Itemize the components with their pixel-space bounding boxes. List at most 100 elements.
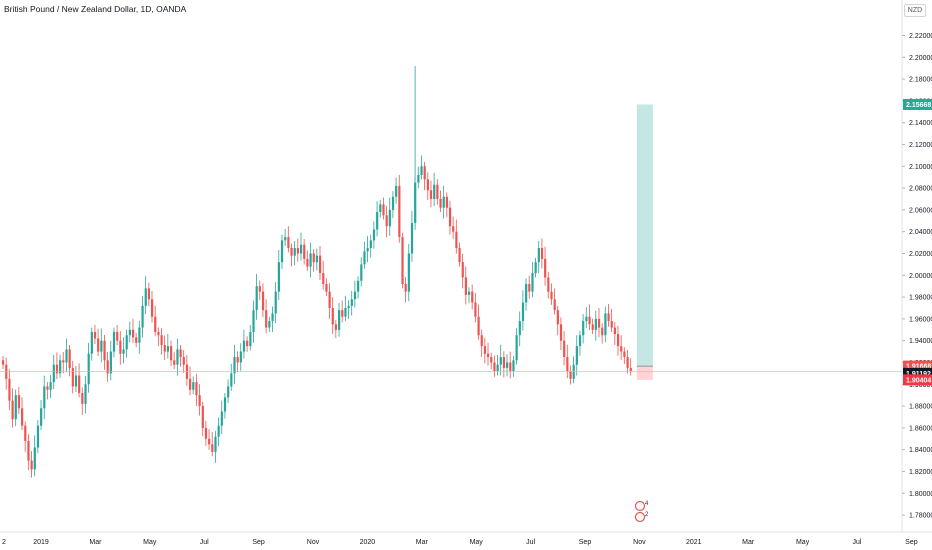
candle-body	[163, 345, 166, 352]
candle-body	[49, 382, 52, 390]
candle-body	[344, 307, 347, 317]
price-tick-label: 2.02000	[909, 251, 932, 258]
candle-body	[236, 357, 239, 363]
price-label-badge	[903, 374, 932, 386]
candle-body	[338, 310, 341, 330]
candle-body	[97, 338, 100, 352]
candle-body	[166, 346, 170, 352]
candle-body	[442, 196, 445, 208]
time-tick-label: May	[796, 539, 810, 546]
candle-body	[204, 427, 208, 439]
candle-body	[303, 244, 306, 259]
candle-body	[601, 327, 604, 336]
candle-body	[436, 184, 439, 199]
candle-body	[122, 349, 125, 354]
currency-badge[interactable]: NZD	[904, 4, 926, 17]
candle-body	[192, 382, 195, 390]
price-tick-label: 1.88000	[909, 404, 932, 411]
candle-body	[407, 253, 410, 292]
candle-body	[360, 264, 363, 281]
candle-body	[445, 196, 448, 208]
candle-body	[312, 253, 315, 263]
candle-body	[81, 393, 84, 404]
candle-body	[480, 335, 483, 347]
candle-body	[125, 335, 128, 350]
candle-body	[87, 353, 90, 385]
candle-body	[112, 331, 116, 352]
candle-body	[36, 425, 40, 448]
candle-body	[534, 262, 537, 274]
candle-body	[547, 277, 550, 292]
candle-body	[214, 436, 217, 452]
candle-body	[230, 373, 233, 387]
time-tick-label: Nov	[307, 539, 320, 546]
candle-body	[11, 400, 14, 420]
candle-body	[467, 291, 471, 295]
candle-body	[217, 425, 220, 437]
candle-body	[429, 190, 433, 199]
candle-body	[496, 364, 499, 372]
candle-body	[372, 229, 376, 241]
candle-body	[578, 335, 582, 347]
time-tick-label: Mar	[89, 539, 102, 546]
event-marker-count: 4	[645, 501, 649, 507]
candle-body	[233, 357, 236, 374]
candle-body	[268, 321, 271, 328]
candle-body	[103, 340, 106, 361]
candle-body	[239, 351, 242, 363]
candle-body	[119, 340, 122, 354]
time-tick-label: 2019	[33, 539, 49, 546]
price-label-text: 1.91668	[906, 364, 931, 371]
time-tick-label: May	[470, 539, 484, 546]
candle-body	[33, 447, 36, 470]
candle-body	[366, 248, 369, 252]
candle-body	[417, 174, 420, 183]
time-tick-label: Sep	[905, 539, 918, 546]
candle-body	[528, 283, 531, 292]
candle-body	[131, 329, 135, 338]
candle-body	[575, 346, 578, 365]
candle-body	[271, 313, 274, 322]
price-tick-label: 1.78000	[909, 513, 932, 520]
candle-body	[2, 360, 5, 365]
price-label-text: 1.91192	[906, 371, 931, 378]
candle-body	[464, 277, 468, 295]
candle-body	[591, 324, 594, 330]
time-tick-label: Jul	[853, 539, 862, 546]
price-tick-label: 1.98000	[909, 295, 932, 302]
candle-body	[138, 327, 141, 343]
candle-body	[521, 302, 525, 322]
candle-body	[353, 291, 357, 300]
candle-body	[21, 408, 24, 426]
candle-body	[363, 251, 366, 265]
symbol-title: British Pound / New Zealand Dollar, 1D, …	[4, 4, 187, 14]
candle-body	[185, 364, 189, 379]
candle-body	[71, 367, 74, 387]
candle-body	[572, 364, 575, 379]
candle-body	[223, 397, 227, 412]
candle-body	[154, 316, 157, 332]
candle-body	[14, 395, 17, 420]
candle-body	[43, 386, 46, 409]
candle-body	[24, 425, 27, 441]
candle-body	[395, 185, 398, 197]
candle-body	[616, 334, 620, 347]
time-tick-label: 2020	[360, 539, 376, 546]
candle-body	[27, 440, 30, 461]
candle-body	[452, 226, 455, 232]
time-tick-label: 2021	[686, 539, 702, 546]
candle-body	[474, 302, 477, 317]
candle-body	[8, 378, 11, 401]
candle-body	[350, 299, 353, 306]
candle-body	[315, 255, 319, 263]
candle-body	[588, 316, 591, 325]
event-marker-icon	[634, 500, 646, 512]
price-tick-label: 2.12000	[909, 142, 932, 149]
candle-body	[334, 324, 338, 330]
candle-body	[582, 321, 585, 336]
candle-body	[585, 316, 588, 322]
candle-body	[623, 351, 626, 358]
price-tick-label: 2.20000	[909, 55, 932, 62]
